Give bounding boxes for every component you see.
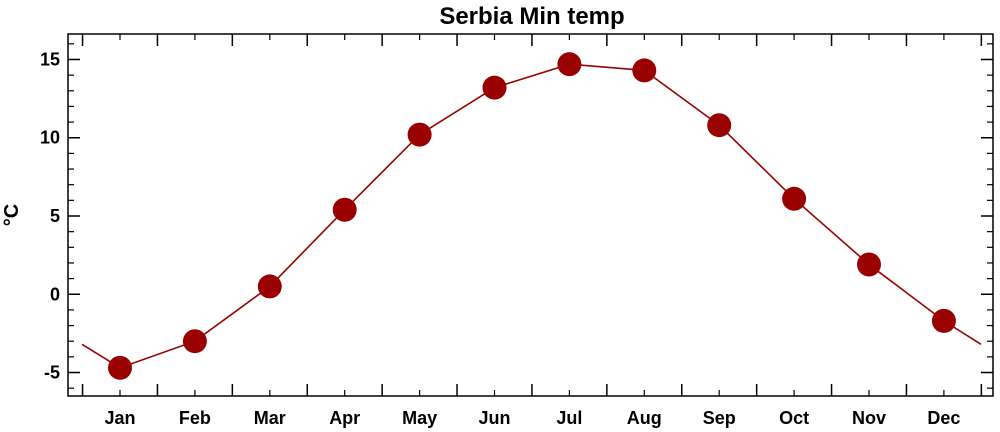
data-markers bbox=[108, 52, 956, 380]
y-tick-label: -5 bbox=[44, 363, 60, 383]
x-tick-label: Mar bbox=[254, 408, 286, 428]
data-point bbox=[482, 75, 507, 100]
plot-frame bbox=[67, 33, 994, 397]
data-point bbox=[407, 122, 432, 147]
data-point bbox=[857, 252, 881, 277]
x-tick-label: Jul bbox=[556, 408, 582, 428]
data-point bbox=[332, 197, 357, 222]
y-axis-label: °C bbox=[1, 204, 23, 226]
data-point bbox=[108, 355, 132, 380]
x-tick-label: May bbox=[402, 408, 437, 428]
y-tick-labels: -5 0 5 10 15 bbox=[40, 49, 60, 382]
x-tick-label: Aug bbox=[627, 408, 662, 428]
x-tick-label: Sep bbox=[703, 408, 736, 428]
x-tick-label: Oct bbox=[779, 408, 809, 428]
data-point bbox=[257, 274, 282, 299]
x-tick-label: Apr bbox=[329, 408, 360, 428]
axis-ticks bbox=[68, 34, 993, 396]
y-tick-label: 5 bbox=[50, 206, 60, 226]
data-point bbox=[782, 186, 807, 211]
chart-title: Serbia Min temp bbox=[439, 3, 624, 30]
data-point bbox=[557, 52, 582, 77]
x-tick-label: Dec bbox=[927, 408, 960, 428]
y-tick-label: 0 bbox=[50, 284, 60, 304]
y-tick-label: 15 bbox=[40, 49, 60, 69]
data-point bbox=[182, 329, 207, 354]
y-tick-label: 10 bbox=[40, 128, 60, 148]
x-tick-label: Feb bbox=[179, 408, 211, 428]
data-point bbox=[632, 58, 657, 83]
series-line bbox=[81, 63, 982, 369]
data-point bbox=[931, 308, 956, 333]
x-tick-label: Jun bbox=[478, 408, 510, 428]
x-tick-labels: Jan Feb Mar Apr May Jun Jul Aug Sep Oct Nov Dec bbox=[104, 408, 960, 428]
x-tick-label: Jan bbox=[104, 408, 135, 428]
x-tick-label: Nov bbox=[852, 408, 886, 428]
data-point bbox=[707, 113, 732, 138]
